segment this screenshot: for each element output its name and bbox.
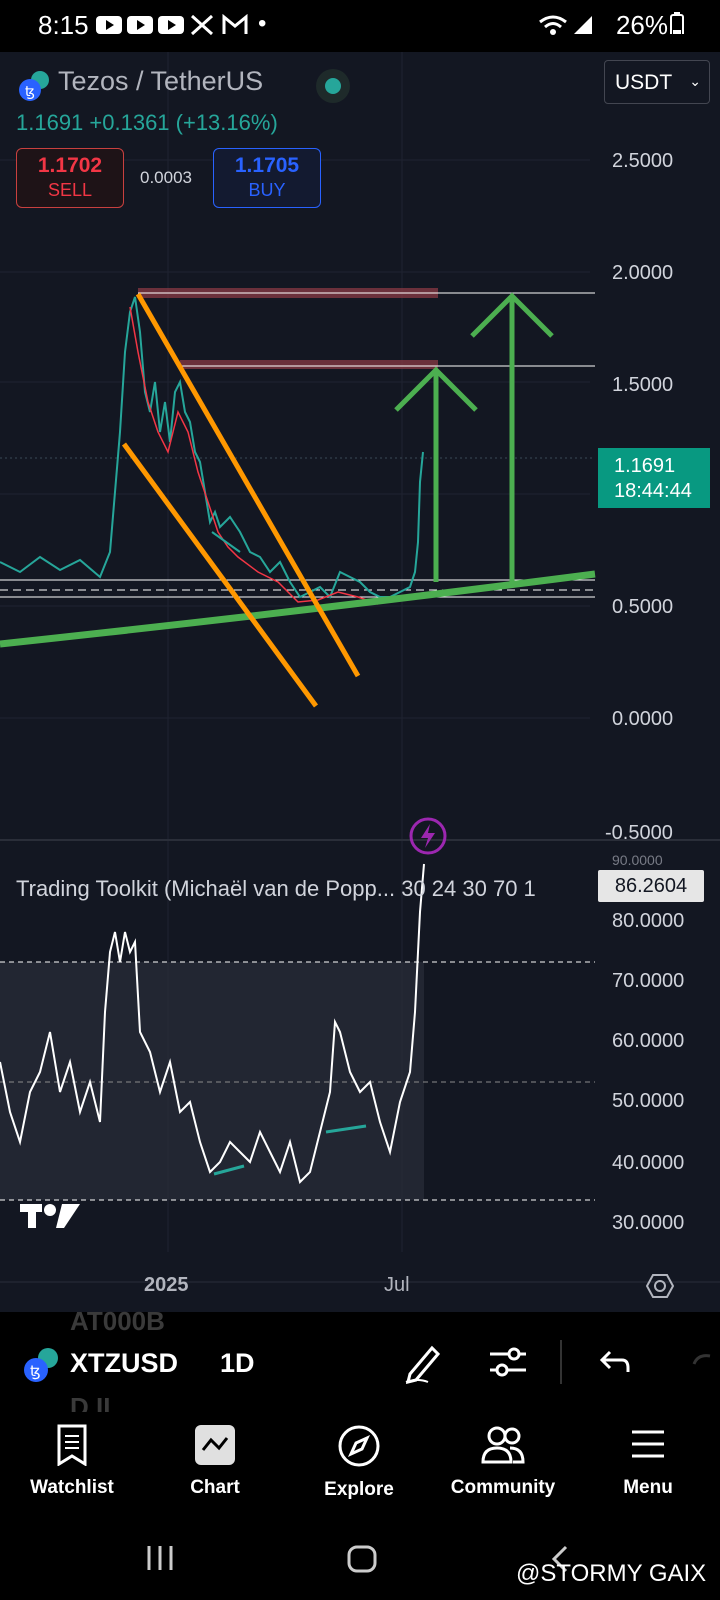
chevron-down-icon: ⌄	[689, 73, 701, 89]
chart-icon	[195, 1425, 235, 1465]
bottom-toolbar	[0, 1312, 720, 1412]
menu-icon	[632, 1430, 664, 1458]
price-change: 1.1691 +0.1361 (+13.16%)	[16, 110, 278, 135]
time-label: 2025	[144, 1274, 189, 1296]
tradingview-logo	[20, 1204, 80, 1228]
buy-price: 1.1705	[234, 154, 300, 177]
redo-icon[interactable]	[692, 1350, 718, 1376]
price-tick: 0.0000	[612, 708, 674, 730]
indicator-tick: 50.0000	[612, 1090, 685, 1112]
undo-icon[interactable]	[598, 1348, 632, 1376]
sell-button[interactable]: 1.1702 SELL	[16, 148, 124, 208]
current-price: 1.1691	[614, 455, 676, 477]
indicator-tick: 80.0000	[612, 910, 685, 932]
status-dot: •	[258, 10, 267, 37]
indicator-tick: 90.0000	[612, 852, 663, 868]
nav-label: Menu	[623, 1477, 673, 1498]
price-series	[0, 296, 424, 599]
symbol-button[interactable]: XTZUSD	[70, 1348, 178, 1378]
coin-icon: ꜩ	[19, 71, 49, 101]
draw-icon[interactable]	[402, 1340, 440, 1384]
nav-chart[interactable]: Chart	[155, 1424, 275, 1499]
indicator-divergence	[325, 1124, 367, 1134]
price-tick: -0.5000	[605, 822, 673, 844]
indicator-value: 86.2604	[598, 870, 704, 902]
interval-button[interactable]: 1D	[220, 1348, 255, 1378]
indicator-divergence	[213, 1164, 245, 1176]
compass-icon	[338, 1425, 380, 1467]
pair-title[interactable]: Tezos / TetherUS	[58, 66, 264, 96]
candle-countdown: 18:44:44	[614, 480, 692, 502]
indicator-series	[0, 863, 425, 1184]
channel-line-upper	[135, 292, 361, 678]
price-tick: 1.5000	[612, 374, 674, 396]
indicator-tick: 70.0000	[612, 970, 685, 992]
currency-select[interactable]: USDT ⌄	[604, 60, 710, 104]
signal-icon	[574, 16, 592, 34]
settings-icon[interactable]	[646, 1272, 674, 1300]
support-curve	[0, 570, 596, 648]
status-time: 8:15	[38, 10, 89, 40]
gmail-icon	[222, 14, 248, 34]
nav-label: Watchlist	[30, 1477, 114, 1498]
target-arrow-head	[394, 366, 478, 412]
divergence-line	[211, 531, 241, 553]
time-label: Jul	[384, 1274, 410, 1296]
buy-label: BUY	[248, 180, 286, 200]
back-icon[interactable]	[548, 1544, 572, 1574]
toolbar-divider	[560, 1340, 562, 1384]
watchlist-icon	[57, 1424, 87, 1467]
status-bar: 8:15 • 26%	[0, 0, 720, 52]
home-icon[interactable]	[346, 1544, 378, 1574]
indicator-tick: 30.0000	[612, 1212, 685, 1234]
channel-line-lower	[121, 442, 319, 708]
indicator-tick: 60.0000	[612, 1030, 685, 1052]
chart-canvas[interactable]	[0, 52, 720, 1312]
nav-menu[interactable]: Menu	[588, 1424, 708, 1499]
market-status-icon	[316, 69, 350, 103]
nav-explore[interactable]: Explore	[299, 1424, 419, 1501]
battery-text: 26%	[615, 10, 668, 40]
system-nav	[0, 1522, 720, 1600]
community-icon	[481, 1426, 525, 1464]
youtube-icon	[158, 16, 184, 34]
x-icon	[190, 14, 214, 36]
indicator-band	[0, 962, 424, 1200]
indicators-icon[interactable]	[488, 1344, 528, 1380]
sell-label: SELL	[47, 180, 93, 200]
nav-watchlist[interactable]: Watchlist	[12, 1424, 132, 1499]
nav-label: Chart	[190, 1477, 240, 1498]
svg-text:ꜩ: ꜩ	[25, 83, 35, 99]
wifi-icon	[539, 15, 567, 35]
nav-label: Explore	[324, 1479, 394, 1500]
bottom-nav	[0, 1412, 720, 1522]
spread: 0.0003	[140, 168, 192, 187]
ghost-text: AT000B	[70, 1306, 165, 1336]
youtube-icon	[96, 16, 122, 34]
nav-community[interactable]: Community	[443, 1424, 563, 1499]
price-tick: 2.5000	[612, 150, 674, 172]
price-tick: 2.0000	[612, 262, 674, 284]
target-arrow-head	[470, 292, 554, 338]
coin-icon: ꜩ	[24, 1348, 58, 1382]
flash-icon[interactable]	[408, 816, 448, 856]
price-tick: 0.5000	[612, 596, 674, 618]
watermark: @STORMY GAIX	[516, 1560, 707, 1587]
battery-icon	[670, 12, 684, 34]
recent-apps-icon[interactable]	[144, 1544, 176, 1572]
price-series-down	[129, 306, 379, 605]
buy-button[interactable]: 1.1705 BUY	[213, 148, 321, 208]
current-price-tag: 1.1691 18:44:44	[598, 448, 710, 508]
indicator-tick: 40.0000	[612, 1152, 685, 1174]
youtube-icon	[127, 16, 153, 34]
nav-label: Community	[450, 1477, 556, 1498]
currency-value: USDT	[615, 71, 673, 94]
indicator-title[interactable]: Trading Toolkit (Michaël van de Popp... …	[16, 876, 536, 901]
chart-area[interactable]	[0, 52, 720, 1312]
sell-price: 1.1702	[37, 154, 103, 177]
svg-text:ꜩ: ꜩ	[30, 1363, 41, 1380]
resistance-zone	[180, 360, 438, 369]
